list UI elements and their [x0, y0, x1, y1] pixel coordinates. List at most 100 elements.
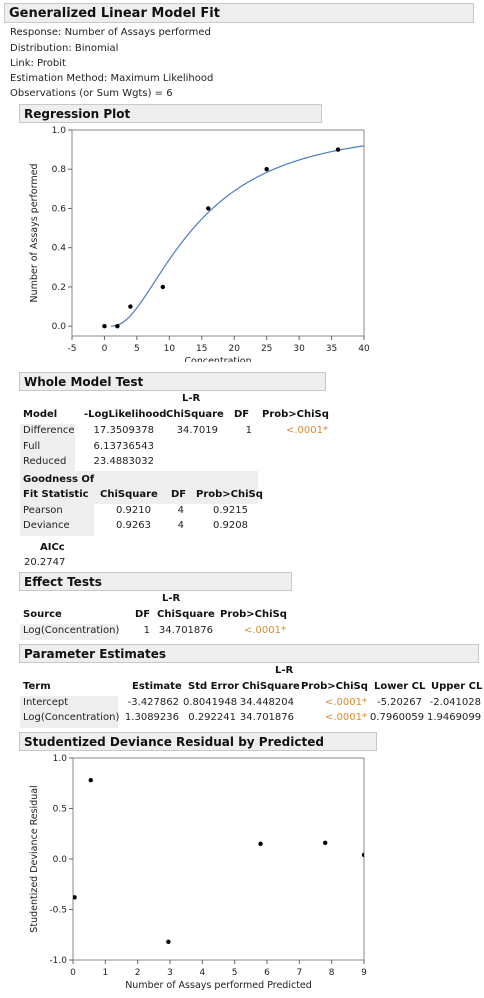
- wm-row-difference-df: 1: [245, 425, 252, 436]
- pe-col-chisq: ChiSquare: [242, 681, 300, 692]
- data-point-2: [88, 778, 93, 783]
- wm-col-prob: Prob>ChiSq: [262, 409, 329, 420]
- et-col-df: DF: [135, 609, 151, 620]
- pe-row-intercept-stderr: 0.8041948: [183, 697, 238, 708]
- wm-row-reduced-model: Reduced: [23, 456, 67, 467]
- wm-row-full-model: Full: [23, 441, 41, 452]
- y-axis-label: Number of Assays performed: [29, 164, 40, 303]
- pe-col-stderr: Std Error: [188, 681, 240, 692]
- pe-col-estimate: Estimate: [132, 681, 182, 692]
- pe-row-logconc-term: Log(Concentration): [23, 712, 120, 723]
- data-point-2: [115, 323, 120, 329]
- data-point-6: [264, 167, 269, 172]
- et-row-chisq: 34.701876: [158, 625, 213, 636]
- gof-row-deviance-chisq: 0.9263: [116, 520, 151, 531]
- gof-title-line1: Goodness Of: [23, 474, 95, 485]
- wm-col-chisq: ChiSquare: [166, 409, 224, 420]
- whole-model-test-header[interactable]: Whole Model Test: [19, 372, 326, 391]
- x-tick-label: 10: [164, 344, 176, 354]
- pe-col-lower-cl: Lower CL: [374, 681, 426, 692]
- x-tick-label: 3: [167, 968, 173, 978]
- x-axis-label: Concentration: [184, 356, 251, 362]
- residual-plot-header[interactable]: Studentized Deviance Residual by Predict…: [19, 732, 377, 751]
- x-tick-label: 9: [361, 968, 367, 978]
- plot-frame: [72, 757, 365, 961]
- wm-row-full-loglik: 6.13736543: [93, 441, 154, 452]
- x-tick-label: 5: [232, 968, 238, 978]
- gof-title-line2: Fit Statistic: [23, 489, 89, 500]
- et-col-chisq: ChiSquare: [157, 609, 215, 620]
- data-point-4: [160, 284, 166, 290]
- x-axis-label: Number of Assays performed Predicted: [125, 980, 312, 991]
- pe-row-intercept-chisq: 34.448204: [239, 697, 294, 708]
- pe-row-logconc-stderr: 0.292241: [188, 712, 236, 723]
- pe-row-intercept-estimate: -3.427862: [127, 697, 179, 708]
- pe-row-intercept-term: Intercept: [23, 697, 69, 708]
- aicc-label: AICc: [40, 542, 65, 553]
- data-point-4: [258, 841, 263, 847]
- pe-col-upper-cl: Upper CL: [431, 681, 483, 692]
- wm-row-reduced-loglik: 23.4883032: [93, 456, 154, 467]
- response-line: Response: Number of Assays performed: [10, 27, 211, 38]
- y-tick-label: 0.4: [52, 244, 67, 254]
- et-lr-label: L-R: [162, 593, 181, 604]
- x-tick-label: 4: [199, 968, 205, 978]
- x-tick-label: -5: [68, 344, 77, 354]
- gof-row-deviance-stat: Deviance: [23, 520, 70, 531]
- parameter-estimates-header[interactable]: Parameter Estimates: [19, 644, 479, 663]
- y-axis-label: Studentized Deviance Residual: [29, 785, 40, 932]
- x-tick-label: 1: [102, 968, 108, 978]
- gof-row-pearson-prob: 0.9215: [213, 505, 248, 516]
- fit-curve-line: [110, 145, 364, 327]
- y-tick-label: 0.5: [53, 805, 67, 815]
- y-tick-label: -1.0: [49, 956, 67, 966]
- pe-row-intercept-upper: -2.041028: [429, 697, 481, 708]
- gof-col-chisq: ChiSquare: [100, 489, 158, 500]
- x-tick-label: 8: [329, 968, 335, 978]
- y-tick-label: 0.0: [52, 322, 67, 332]
- pe-col-prob: Prob>ChiSq: [301, 681, 368, 692]
- pe-row-logconc-lower: 0.7960059: [370, 712, 425, 723]
- pe-lr-label: L-R: [275, 665, 294, 676]
- gof-stat-column-bg: [20, 504, 94, 536]
- gof-row-pearson-df: 4: [177, 505, 184, 516]
- x-tick-label: 20: [228, 344, 240, 354]
- et-col-source: Source: [23, 609, 62, 620]
- y-tick-label: 1.0: [52, 126, 67, 136]
- pe-col-term: Term: [23, 681, 51, 692]
- gof-row-deviance-prob: 0.9208: [213, 520, 248, 531]
- x-tick-label: 5: [134, 344, 140, 354]
- y-tick-label: 0.2: [52, 283, 66, 293]
- y-tick-label: 0.0: [53, 855, 68, 865]
- y-tick-label: -0.5: [49, 906, 67, 916]
- gof-row-pearson-stat: Pearson: [23, 505, 63, 516]
- residual-plot: 0 1 2 3 4 5 6 7 8 9 -1.0 -0.5 0.0 0.5 1.0 Number of Ass…: [29, 754, 367, 991]
- wm-col-loglik: -LogLikelihood: [84, 409, 167, 420]
- wm-model-column-bg: [20, 424, 75, 471]
- x-tick-label: 7: [296, 968, 302, 978]
- regression-plot-header[interactable]: Regression Plot: [19, 104, 322, 123]
- effect-tests-header[interactable]: Effect Tests: [19, 572, 292, 591]
- gof-col-df: DF: [171, 489, 187, 500]
- pe-row-logconc-estimate: 1.3089236: [124, 712, 179, 723]
- estimation-method-line: Estimation Method: Maximum Likelihood: [10, 73, 214, 84]
- x-tick-label: 25: [261, 344, 272, 354]
- x-tick-label: 40: [358, 344, 370, 354]
- data-point-3: [166, 939, 171, 945]
- link-line: Link: Probit: [10, 58, 66, 69]
- gof-header-bg: [20, 471, 258, 504]
- x-tick-label: 0: [70, 968, 76, 978]
- y-tick-label: 1.0: [53, 754, 68, 764]
- gof-row-pearson-chisq: 0.9210: [116, 505, 151, 516]
- gof-row-deviance-df: 4: [177, 520, 184, 531]
- data-point-5: [323, 840, 328, 846]
- x-tick-label: 6: [264, 968, 270, 978]
- report-title[interactable]: Generalized Linear Model Fit: [4, 3, 474, 23]
- gof-col-prob: Prob>ChiSq: [196, 489, 263, 500]
- wm-row-difference-prob: <.0001*: [286, 425, 329, 436]
- data-point-1: [102, 323, 107, 329]
- pe-term-column-bg: [20, 696, 118, 728]
- pe-row-logconc-prob: <.0001*: [325, 712, 368, 723]
- wm-row-difference-chisq: 34.7019: [176, 425, 218, 436]
- data-point-1: [73, 895, 77, 900]
